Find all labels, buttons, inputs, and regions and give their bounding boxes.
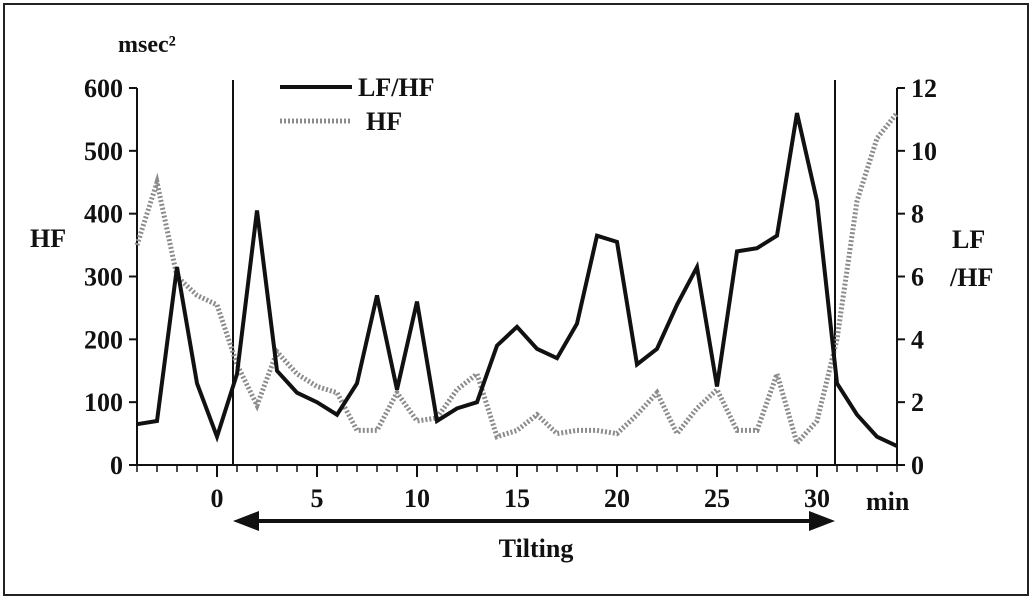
left-tick-label: 200 — [84, 325, 123, 354]
right-axis-label-line2: /HF — [949, 263, 993, 292]
right-tick-label: 4 — [911, 325, 924, 354]
x-tick-label: 5 — [311, 484, 324, 513]
series-line-lfhf — [136, 112, 898, 448]
right-axis-label-line1: LF — [952, 225, 985, 254]
left-tick-label: 500 — [84, 137, 123, 166]
right-tick-label: 0 — [911, 451, 924, 480]
right-tick-label: 6 — [911, 263, 924, 292]
ticks: 0 100 200 300 400 500 600 0 2 4 6 8 10 12 0 5 10 15 20 25 30 — [84, 74, 937, 513]
x-tick-label: 0 — [211, 484, 224, 513]
x-tick-label: 30 — [804, 484, 830, 513]
legend-label-lfhf: LF/HF — [358, 73, 435, 102]
tilting-arrow — [233, 511, 835, 531]
right-tick-label: 8 — [911, 200, 924, 229]
x-tick-label: 15 — [504, 484, 530, 513]
left-tick-label: 600 — [84, 74, 123, 103]
left-tick-label: 300 — [84, 263, 123, 292]
series-line-hf — [134, 111, 899, 448]
tilting-arrow-head-right — [809, 511, 835, 531]
x-unit-label: min — [866, 487, 910, 516]
left-tick-label: 0 — [110, 451, 123, 480]
left-tick-label: 100 — [84, 388, 123, 417]
x-tick-label: 25 — [704, 484, 730, 513]
event-lines — [232, 80, 836, 465]
tilting-label: Tilting — [499, 534, 574, 563]
legend: LF/HF HF — [280, 73, 435, 136]
x-tick-label: 10 — [404, 484, 430, 513]
right-tick-label: 2 — [911, 388, 924, 417]
right-tick-label: 10 — [911, 137, 937, 166]
right-tick-label: 12 — [911, 74, 937, 103]
series-layer — [134, 111, 899, 448]
legend-label-hf: HF — [366, 107, 402, 136]
left-axis-label: HF — [30, 224, 66, 253]
x-tick-label: 20 — [604, 484, 630, 513]
axes — [136, 88, 898, 466]
tilting-arrow-head-left — [233, 511, 259, 531]
outer-frame — [3, 3, 1029, 596]
left-axis-unit: msec² — [118, 32, 176, 58]
left-tick-label: 400 — [84, 200, 123, 229]
